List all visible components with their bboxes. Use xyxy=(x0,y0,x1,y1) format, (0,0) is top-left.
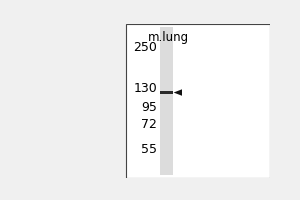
Text: 130: 130 xyxy=(134,82,157,95)
Polygon shape xyxy=(174,89,182,96)
Bar xyxy=(160,27,173,175)
Bar xyxy=(126,24,270,178)
Text: 95: 95 xyxy=(141,101,157,114)
Text: 55: 55 xyxy=(141,143,157,156)
Text: 250: 250 xyxy=(134,41,157,54)
Bar xyxy=(160,91,173,94)
Text: 72: 72 xyxy=(141,118,157,131)
Text: m.lung: m.lung xyxy=(148,31,189,44)
